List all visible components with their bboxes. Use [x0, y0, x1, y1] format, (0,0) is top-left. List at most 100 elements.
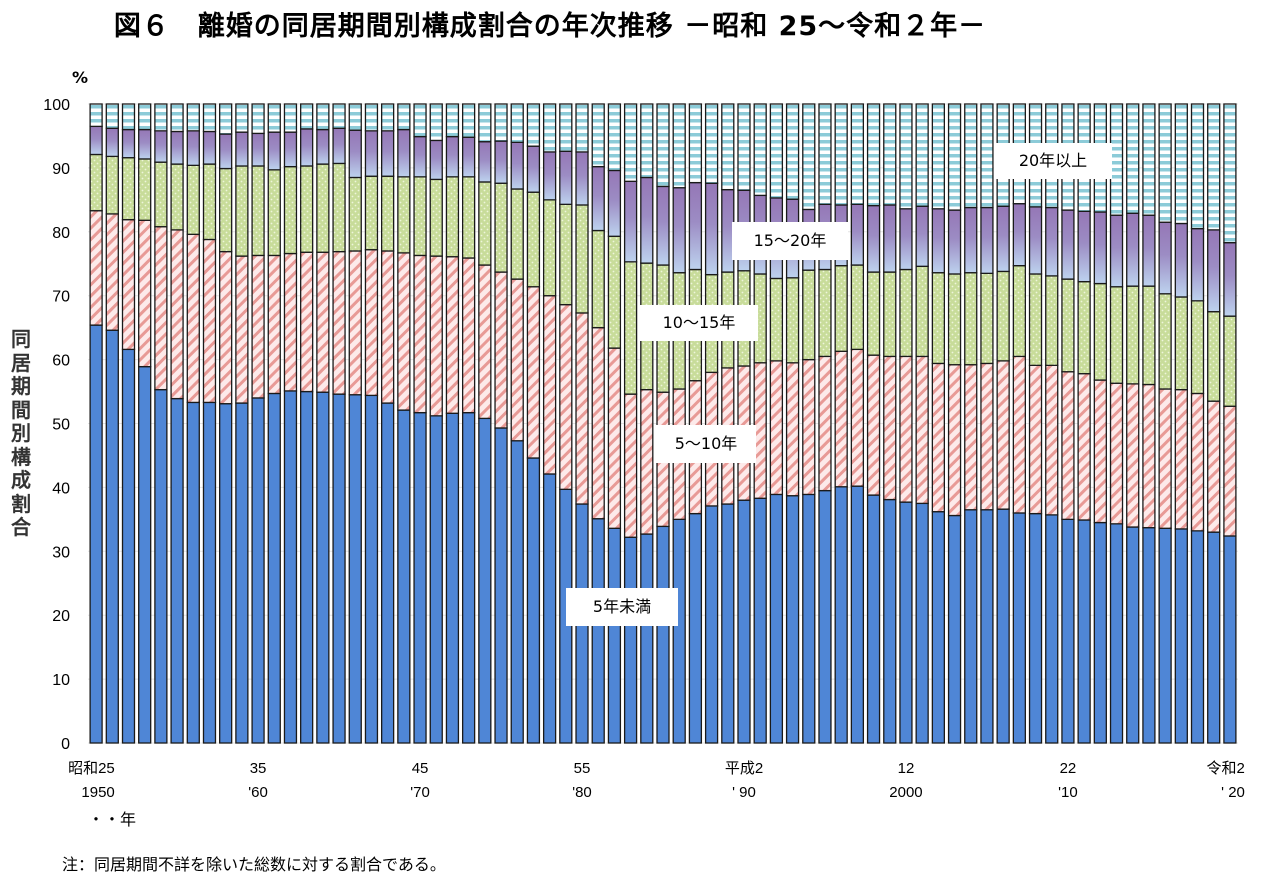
y-axis-label: 同居期間別構成割合: [11, 327, 31, 539]
bar-segment: [866, 204, 881, 273]
bar-segment: [1012, 512, 1026, 744]
bar-segment: [445, 103, 460, 138]
bar-segment: [332, 127, 346, 165]
bar-segment: [623, 393, 638, 538]
bar-segment: [154, 130, 168, 163]
bar-segment: [785, 362, 800, 497]
bar-segment: [1028, 512, 1043, 744]
bar-segment: [607, 527, 622, 744]
bar-segment: [607, 235, 622, 349]
bar-segment: [640, 176, 654, 264]
y-axis-unit: %: [72, 68, 89, 87]
bar-stack: [704, 103, 719, 744]
bar-segment: [1142, 527, 1156, 744]
bar-segment: [850, 264, 865, 351]
bar-segment: [785, 495, 800, 744]
bar-stack: [802, 103, 816, 744]
bar-segment: [348, 250, 362, 396]
bar-segment: [251, 397, 265, 744]
bar-stack: [267, 103, 281, 744]
bar-segment: [510, 103, 524, 143]
bar-segment: [769, 277, 784, 362]
bar-segment: [478, 181, 492, 266]
bar-segment: [1077, 519, 1091, 744]
bar-segment: [850, 103, 865, 205]
bar-segment: [721, 503, 735, 744]
bar-segment: [1061, 278, 1075, 373]
bar-segment: [154, 226, 168, 391]
bar-stack: [818, 103, 832, 744]
bar-segment: [121, 348, 136, 744]
bar-segment: [1077, 280, 1091, 375]
bar-stack: [1045, 103, 1059, 744]
bar-segment: [753, 103, 767, 197]
bar-segment: [931, 511, 945, 744]
x-tick-label-era: 平成2: [725, 760, 763, 777]
bar-segment: [802, 493, 816, 744]
bar-segment: [380, 130, 395, 177]
bar-segment: [219, 133, 233, 170]
bar-segment: [1190, 103, 1205, 230]
bar-segment: [510, 278, 524, 442]
y-tick-label: 10: [52, 672, 70, 689]
bar-stack: [170, 103, 184, 744]
x-tick-label-era: 22: [1060, 760, 1077, 777]
bar-segment: [235, 103, 249, 133]
bar-segment: [931, 208, 945, 274]
bar-stack: [348, 103, 362, 744]
x-tick-label-year: '10: [1058, 784, 1078, 801]
bar-segment: [348, 176, 362, 252]
bar-segment: [364, 249, 379, 397]
bar-segment: [1174, 528, 1188, 744]
bar-segment: [397, 252, 411, 411]
bar-segment: [170, 163, 184, 231]
bar-stack: [89, 103, 103, 744]
bar-segment: [1093, 211, 1107, 285]
y-tick-label: 40: [52, 480, 70, 497]
bar-segment: [850, 203, 865, 266]
bar-segment: [154, 103, 168, 132]
bar-segment: [1109, 103, 1124, 216]
bar-segment: [1207, 229, 1221, 313]
bar-stack: [980, 103, 994, 744]
bar-stack: [1093, 103, 1107, 744]
bar-stack: [964, 103, 978, 744]
bar-segment: [721, 103, 735, 191]
bar-segment: [138, 365, 152, 744]
bars: [89, 103, 1237, 744]
bar-segment: [1077, 373, 1091, 521]
bar-segment: [542, 151, 557, 201]
bar-segment: [154, 388, 168, 744]
bar-stack: [785, 103, 800, 744]
bar-segment: [1142, 103, 1156, 216]
bar-stack: [478, 103, 492, 744]
x-tick-label-year: 2000: [889, 784, 922, 801]
bar-segment: [283, 131, 298, 168]
bar-segment: [996, 205, 1010, 273]
bar-segment: [89, 324, 103, 744]
bar-segment: [1109, 286, 1124, 384]
bar-stack: [1028, 103, 1043, 744]
bar-segment: [1109, 523, 1124, 744]
bar-segment: [1028, 206, 1043, 275]
bar-segment: [947, 103, 962, 211]
bar-stack: [834, 103, 848, 744]
bar-segment: [397, 128, 411, 178]
bar-segment: [769, 360, 784, 496]
bar-segment: [478, 103, 492, 143]
bar-stack: [1012, 103, 1026, 744]
bar-segment: [899, 208, 913, 271]
bar-stack: [1077, 103, 1091, 744]
bar-segment: [526, 103, 541, 147]
y-axis-ticks: 0 10 20 30 40 50 60 70 80 90 100: [43, 97, 70, 753]
y-tick-label: 30: [52, 544, 70, 561]
bar-segment: [364, 103, 379, 132]
label-20plus: 20年以上: [994, 143, 1112, 179]
bar-stack: [445, 103, 460, 744]
bar-segment: [1174, 103, 1188, 225]
bar-segment: [478, 141, 492, 183]
bar-segment: [1142, 214, 1156, 287]
bar-stack: [316, 103, 330, 744]
bar-segment: [364, 130, 379, 177]
bar-segment: [1028, 273, 1043, 366]
